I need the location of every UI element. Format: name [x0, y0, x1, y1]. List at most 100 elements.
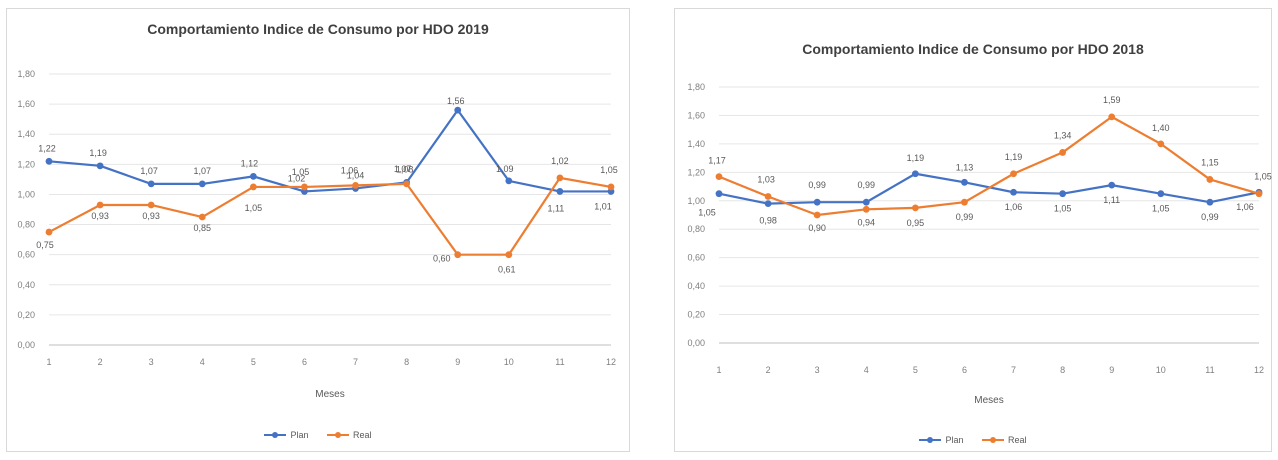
data-point-real [556, 174, 564, 182]
chart-title: Comportamiento Indice de Consumo por HDO… [147, 21, 489, 37]
x-tick-label: 7 [1011, 365, 1016, 375]
data-label-plan: 1,01 [594, 201, 612, 211]
data-label-plan: 0,99 [858, 180, 876, 190]
data-point-real [813, 211, 821, 219]
y-tick-label: 1,00 [687, 196, 705, 206]
y-tick-label: 1,80 [687, 82, 705, 92]
data-point-plan [454, 106, 462, 114]
y-tick-label: 0,60 [687, 253, 705, 263]
legend-swatch-real [982, 437, 1004, 443]
x-tick-label: 5 [913, 365, 918, 375]
data-label-real: 1,07 [394, 164, 412, 174]
data-label-plan: 1,13 [956, 162, 974, 172]
data-point-plan [961, 178, 968, 186]
data-label-plan: 1,09 [496, 164, 514, 174]
data-point-plan [1108, 181, 1116, 189]
data-label-real: 1,05 [292, 167, 310, 177]
y-tick-label: 0,40 [17, 280, 35, 290]
data-point-plan [1206, 198, 1214, 206]
legend-label-plan: Plan [290, 430, 309, 440]
x-axis-title: Meses [315, 389, 344, 400]
x-tick-label: 10 [504, 357, 514, 367]
chart-panel-2018: Comportamiento Indice de Consumo por HDO… [674, 8, 1272, 452]
series-line-real [48, 176, 612, 256]
y-tick-label: 1,20 [687, 167, 705, 177]
data-point-real [1108, 113, 1116, 121]
legend-label-real: Real [353, 430, 372, 440]
y-tick-label: 1,40 [687, 139, 705, 149]
y-tick-label: 0,00 [17, 340, 35, 350]
data-label-real: 1,06 [341, 165, 359, 175]
x-tick-label: 8 [404, 357, 409, 367]
data-point-real [403, 180, 411, 188]
data-point-plan [45, 157, 53, 165]
data-point-real [96, 201, 104, 209]
y-tick-label: 1,00 [17, 189, 35, 199]
data-label-plan: 0,98 [759, 216, 777, 226]
series-line-real [718, 115, 1260, 217]
data-label-real: 1,34 [1054, 130, 1072, 140]
data-point-plan [764, 200, 772, 208]
data-point-real [1255, 190, 1263, 198]
y-tick-label: 0,40 [687, 281, 705, 291]
x-tick-label: 6 [962, 365, 967, 375]
x-tick-label: 7 [353, 357, 358, 367]
series-line-plan [48, 109, 611, 193]
data-label-plan: 0,99 [1201, 212, 1219, 222]
chart-panel-2019: Comportamiento Indice de Consumo por HDO… [6, 8, 630, 452]
data-label-real: 0,60 [433, 254, 451, 264]
data-label-plan: 1,22 [38, 143, 56, 153]
data-label-real: 0,93 [91, 211, 109, 221]
data-label-plan: 1,08 [396, 164, 414, 174]
data-point-plan [96, 162, 104, 170]
data-point-plan [813, 198, 821, 206]
x-tick-label: 9 [455, 357, 460, 367]
data-label-plan: 1,05 [1054, 204, 1072, 214]
line-chart-2018: 0,00 0,20 0,40 0,60 0,80 1,00 1,20 1,40 1,60 1,80… [687, 82, 1272, 406]
data-label-real: 0,85 [194, 223, 212, 233]
data-point-plan [505, 177, 513, 185]
x-tick-label: 4 [864, 365, 869, 375]
data-point-real [249, 183, 257, 191]
x-tick-label: 4 [200, 357, 205, 367]
data-label-plan: 1,19 [89, 148, 107, 158]
line-chart-2019: 0,00 0,20 0,40 0,60 0,80 1,00 1,20 1,40 1,60 1,80… [17, 69, 617, 400]
data-label-real: 1,05 [1254, 172, 1272, 182]
data-label-plan: 1,07 [194, 166, 212, 176]
data-label-plan: 1,11 [1103, 195, 1120, 205]
chart-legend: Plan Real [7, 428, 629, 440]
x-tick-label: 9 [1109, 365, 1114, 375]
x-tick-label: 12 [1254, 365, 1264, 375]
data-label-plan: 1,05 [1152, 204, 1170, 214]
x-axis-title: Meses [974, 395, 1003, 406]
x-tick-label: 1 [46, 357, 51, 367]
data-point-real [911, 204, 919, 212]
data-point-real [607, 183, 615, 191]
data-label-real: 0,95 [907, 218, 925, 228]
y-tick-label: 1,60 [687, 110, 705, 120]
data-point-real [1010, 170, 1017, 178]
data-point-real [505, 251, 513, 259]
legend-item-plan: Plan [919, 435, 963, 445]
x-tick-label: 10 [1156, 365, 1166, 375]
data-label-real: 0,90 [808, 223, 826, 233]
data-label-plan: 1,05 [698, 208, 716, 218]
y-tick-label: 0,80 [17, 220, 35, 230]
data-point-real [764, 193, 772, 200]
data-point-plan [911, 170, 919, 178]
data-point-real [862, 205, 870, 213]
data-label-real: 0,93 [142, 211, 160, 221]
data-point-real [352, 182, 359, 189]
data-label-real: 1,15 [1201, 157, 1219, 167]
data-point-plan [862, 198, 870, 206]
data-point-plan [1010, 188, 1017, 196]
y-tick-label: 1,80 [17, 69, 35, 79]
data-point-real [1157, 140, 1165, 148]
legend-item-plan: Plan [264, 430, 308, 440]
y-tick-label: 0,00 [687, 338, 705, 348]
x-tick-label: 11 [555, 357, 564, 367]
x-tick-label: 5 [251, 357, 256, 367]
data-label-real: 1,59 [1103, 95, 1121, 105]
data-label-real: 0,99 [956, 212, 974, 222]
data-point-real [301, 183, 308, 191]
